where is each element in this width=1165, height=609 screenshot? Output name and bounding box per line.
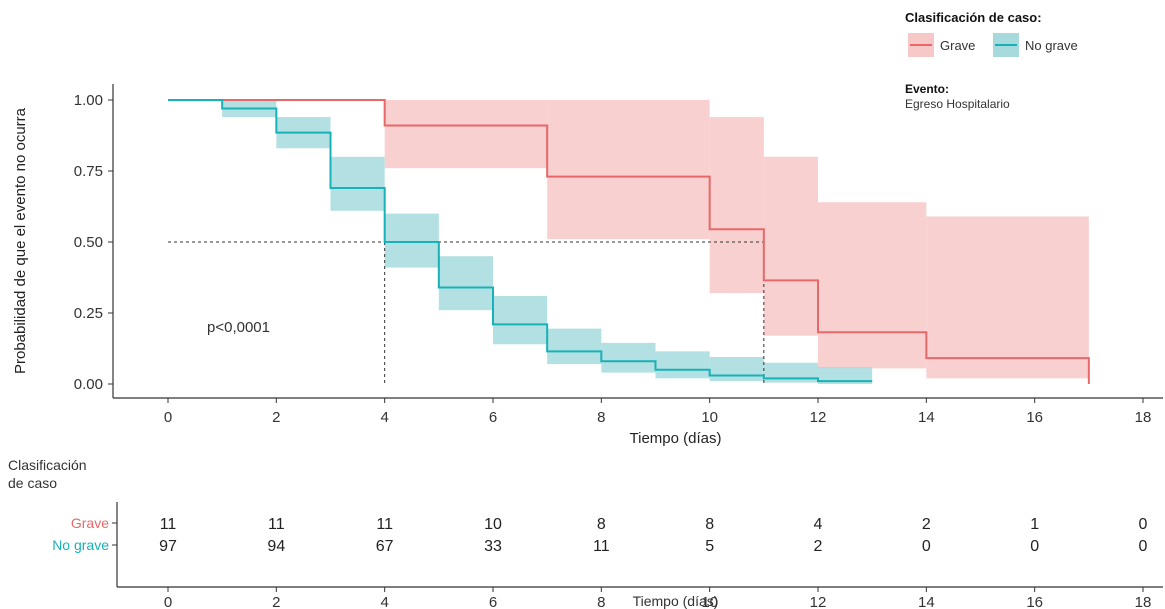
risk-x-tick-label: 8	[597, 594, 605, 609]
ci-band-no-grave	[709, 357, 764, 382]
risk-x-axis-title: Tiempo (días)	[633, 593, 719, 609]
x-axis-title: Tiempo (días)	[630, 430, 722, 447]
risk-cell-no-grave: 0	[922, 538, 931, 555]
risk-x-tick-label: 4	[380, 594, 388, 609]
risk-cell-no-grave: 94	[267, 538, 285, 555]
ci-band-no-grave	[547, 328, 602, 365]
risk-cell-grave: 0	[1139, 516, 1148, 533]
main-axes: 0.00 0.25 0.50 0.75 1.00 0 2 4 6 8 10 12 14 16 18 Tiemp…	[12, 84, 1163, 447]
risk-x-tick-label: 6	[489, 594, 497, 609]
risk-row-label-grave: Grave	[71, 515, 109, 531]
x-tick-label: 8	[597, 409, 605, 426]
x-tick-label: 18	[1135, 409, 1152, 426]
event-note-title: Evento:	[905, 82, 949, 96]
risk-cell-no-grave: 11	[593, 538, 610, 555]
x-tick-label: 4	[380, 409, 388, 426]
x-tick-label: 10	[701, 409, 718, 426]
risk-cell-no-grave: 67	[376, 538, 394, 555]
confidence-bands	[222, 100, 1089, 384]
risk-table-title: Clasificación	[8, 457, 87, 473]
ci-band-grave	[926, 216, 1089, 379]
risk-cell-grave: 8	[597, 516, 606, 533]
risk-cell-grave: 10	[484, 516, 502, 533]
risk-cell-no-grave: 0	[1030, 538, 1039, 555]
x-tick-label: 0	[164, 409, 172, 426]
p-value-label: p<0,0001	[207, 319, 270, 336]
risk-cell-grave: 8	[705, 516, 714, 533]
ci-band-grave	[818, 202, 927, 369]
ci-band-grave	[709, 117, 764, 294]
y-tick-label: 0.75	[74, 163, 103, 180]
survival-curves	[168, 99, 1090, 384]
risk-cell-grave: 1	[1030, 516, 1039, 533]
ci-band-grave	[547, 100, 710, 240]
legend-title: Clasificación de caso:	[905, 10, 1042, 25]
risk-cell-grave: 11	[376, 516, 393, 533]
risk-x-tick-label: 2	[272, 594, 280, 609]
ci-band-no-grave	[438, 256, 493, 311]
y-tick-label: 0.00	[74, 376, 103, 393]
event-note-value: Egreso Hospitalario	[905, 97, 1010, 111]
legend-label-grave: Grave	[940, 38, 975, 53]
risk-cell-no-grave: 0	[1139, 538, 1148, 555]
risk-cell-no-grave: 33	[484, 538, 502, 555]
risk-x-tick-label: 14	[918, 594, 935, 609]
x-tick-label: 12	[810, 409, 827, 426]
y-axis-title: Probabilidad de que el evento no ocurra	[12, 107, 29, 374]
risk-x-tick-label: 10	[701, 594, 718, 609]
x-tick-label: 2	[272, 409, 280, 426]
ci-band-grave	[384, 100, 548, 169]
ci-band-grave	[763, 156, 818, 336]
survival-curve-no-grave	[168, 99, 873, 383]
risk-cell-no-grave: 97	[159, 538, 177, 555]
y-tick-label: 1.00	[74, 92, 103, 109]
risk-cell-no-grave: 5	[705, 538, 714, 555]
ci-band-no-grave	[818, 366, 873, 384]
risk-x-tick-label: 18	[1135, 594, 1152, 609]
legend-label-no-grave: No grave	[1025, 38, 1078, 53]
ci-band-no-grave	[763, 362, 818, 383]
risk-cell-grave: 4	[814, 516, 823, 533]
risk-row-label-no-grave: No grave	[52, 537, 109, 553]
y-tick-label: 0.25	[74, 305, 103, 322]
risk-x-tick-label: 0	[164, 594, 172, 609]
x-tick-label: 6	[489, 409, 497, 426]
legend: Clasificación de caso: Grave No grave Event…	[905, 10, 1078, 111]
risk-cell-grave: 11	[268, 516, 285, 533]
risk-x-tick-label: 12	[810, 594, 827, 609]
ci-band-no-grave	[655, 351, 710, 379]
x-tick-label: 16	[1026, 409, 1043, 426]
ci-band-no-grave	[601, 342, 656, 373]
ci-band-no-grave	[384, 213, 439, 268]
risk-cell-no-grave: 2	[814, 538, 823, 555]
risk-cell-grave: 11	[160, 516, 177, 533]
ci-band-no-grave	[330, 156, 385, 211]
x-tick-label: 14	[918, 409, 935, 426]
risk-x-tick-label: 16	[1026, 594, 1043, 609]
risk-cell-grave: 2	[922, 516, 931, 533]
ci-band-no-grave	[493, 295, 548, 345]
y-tick-label: 0.50	[74, 234, 103, 251]
survival-curve-grave	[168, 99, 1090, 384]
risk-table-title: de caso	[8, 475, 57, 491]
